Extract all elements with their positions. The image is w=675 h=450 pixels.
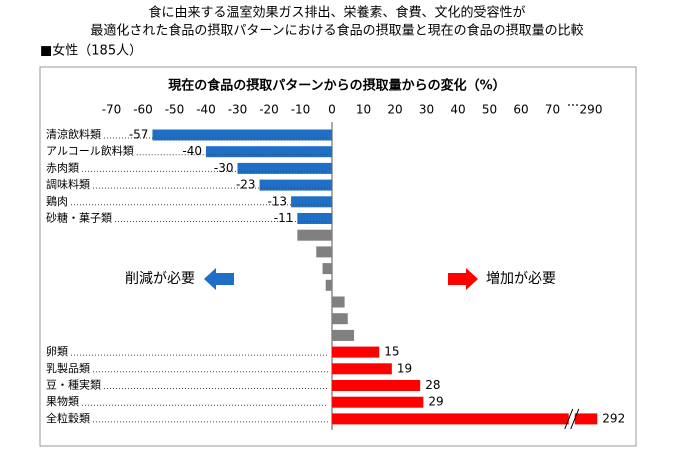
bar: [297, 229, 332, 241]
chart-subtitle: 最適化された食品の摂取パターンにおける食品の摂取量と現在の食品の摂取量の比較: [90, 23, 583, 39]
bar: [237, 162, 332, 174]
value-label: -30: [214, 161, 234, 175]
x-tick-label: 290: [580, 103, 603, 117]
category-label: 乳製品類: [46, 361, 90, 375]
category-label: 赤肉類: [46, 161, 79, 174]
category-label: 全粒穀類: [46, 411, 90, 425]
category-label: 鶏肉: [46, 194, 68, 208]
x-tick-label: 60: [513, 103, 528, 117]
bar: [297, 213, 332, 224]
break-mark: [570, 408, 580, 430]
value-label: -13: [267, 194, 287, 208]
plot-frame: [39, 66, 637, 447]
category-label: 果物類: [46, 394, 79, 408]
value-label: 15: [384, 345, 399, 359]
group-label: ■女性（185人）: [40, 43, 142, 59]
x-tick-label: 40: [450, 103, 465, 117]
axis-title: 現在の食品の摂取パターンからの摂取量からの変化（%）: [168, 78, 505, 94]
x-tick-label: -20: [259, 103, 279, 117]
tick-ellipsis: [572, 104, 574, 106]
annotation: 削減が必要: [125, 270, 195, 287]
break-gap: [568, 412, 575, 426]
x-tick-label: -40: [196, 103, 216, 117]
x-tick-label: -60: [133, 103, 153, 117]
value-label: 29: [428, 395, 443, 409]
x-tick-label: 30: [419, 103, 434, 117]
x-tick-label: -50: [165, 103, 185, 117]
bar: [332, 380, 421, 391]
x-tick-label: -70: [102, 103, 122, 117]
category-label: アルコール飲料類: [46, 144, 134, 158]
bar: [259, 179, 332, 191]
bar: [332, 413, 598, 425]
category-label: 調味料類: [46, 177, 90, 191]
bar: [332, 313, 348, 325]
arrow-right: [448, 268, 478, 290]
value-label: -23: [236, 178, 256, 192]
x-tick-label: -10: [291, 103, 311, 117]
bar: [291, 196, 332, 208]
bar: [325, 279, 332, 291]
x-tick-label: 0: [328, 103, 336, 117]
bar: [332, 396, 424, 408]
bar: [332, 329, 355, 341]
x-tick-label: 50: [482, 103, 497, 117]
break-mark: [564, 408, 574, 430]
tick-ellipsis: [576, 104, 578, 106]
bar: [332, 346, 380, 358]
x-tick-label: 10: [356, 103, 371, 117]
bar: [332, 296, 345, 308]
annotation: 増加が必要: [486, 271, 556, 287]
value-label: 292: [602, 411, 625, 425]
category-label: 清涼飲料類: [46, 127, 101, 141]
x-tick-label: -30: [228, 103, 248, 117]
tick-ellipsis: [568, 104, 570, 106]
bar: [322, 263, 332, 275]
value-label: 19: [397, 361, 412, 375]
x-tick-label: 20: [387, 103, 402, 117]
arrow-left: [204, 268, 234, 290]
category-label: 卵類: [46, 345, 68, 358]
category-label: 豆・種実類: [46, 378, 101, 392]
bar: [152, 129, 332, 141]
chart-title: 食に由来する温室効果ガス排出、栄養素、食費、文化的受容性が: [148, 5, 525, 21]
bar: [206, 146, 332, 158]
bar: [332, 363, 392, 375]
value-label: -11: [274, 211, 294, 225]
value-label: 28: [425, 378, 440, 392]
value-label: -40: [182, 144, 202, 158]
x-tick-label: 70: [545, 103, 560, 117]
bar: [316, 246, 332, 258]
category-label: 砂糖・菓子類: [46, 211, 112, 225]
value-label: -57: [129, 128, 149, 142]
